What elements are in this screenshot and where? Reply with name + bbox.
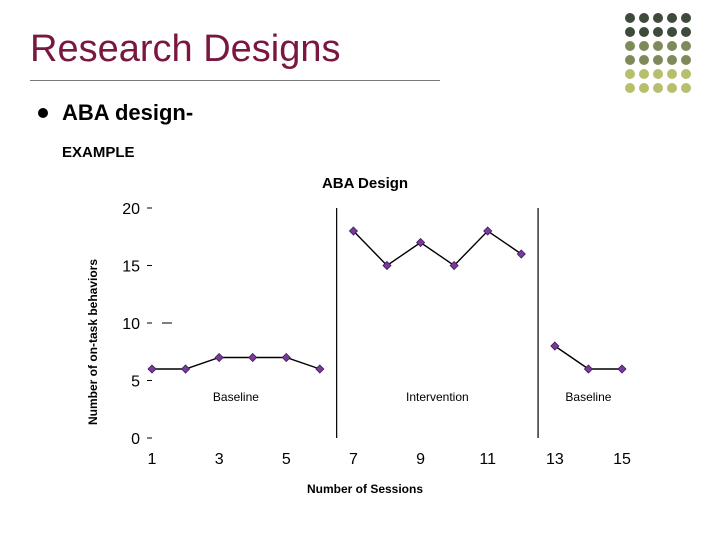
- svg-text:5: 5: [282, 451, 291, 468]
- svg-text:20: 20: [122, 201, 140, 218]
- svg-text:Intervention: Intervention: [406, 390, 469, 404]
- page-title: Research Designs: [30, 28, 340, 71]
- svg-text:13: 13: [546, 451, 564, 468]
- svg-text:Baseline: Baseline: [565, 390, 611, 404]
- chart-container: ABA Design Number of on-task behaviors 0…: [80, 175, 650, 515]
- y-axis-label: Number of on-task behaviors: [86, 259, 100, 425]
- svg-text:1: 1: [148, 451, 157, 468]
- svg-text:9: 9: [416, 451, 425, 468]
- x-axis-label: Number of Sessions: [80, 482, 650, 496]
- aba-line-chart: 0510152013579111315BaselineInterventionB…: [80, 198, 642, 478]
- svg-text:11: 11: [479, 451, 496, 468]
- svg-text:5: 5: [131, 374, 140, 391]
- svg-text:15: 15: [613, 451, 631, 468]
- svg-text:3: 3: [215, 451, 224, 468]
- chart-title: ABA Design: [80, 175, 650, 192]
- example-label: EXAMPLE: [62, 144, 135, 161]
- bullet-icon: [38, 108, 48, 118]
- svg-text:15: 15: [122, 259, 140, 276]
- svg-text:7: 7: [349, 451, 358, 468]
- decorative-dot-grid: [624, 12, 702, 104]
- title-divider: [30, 80, 440, 81]
- svg-text:10: 10: [122, 316, 140, 333]
- subtitle: ABA design-: [62, 100, 193, 126]
- svg-text:0: 0: [131, 431, 140, 448]
- svg-text:Baseline: Baseline: [213, 390, 259, 404]
